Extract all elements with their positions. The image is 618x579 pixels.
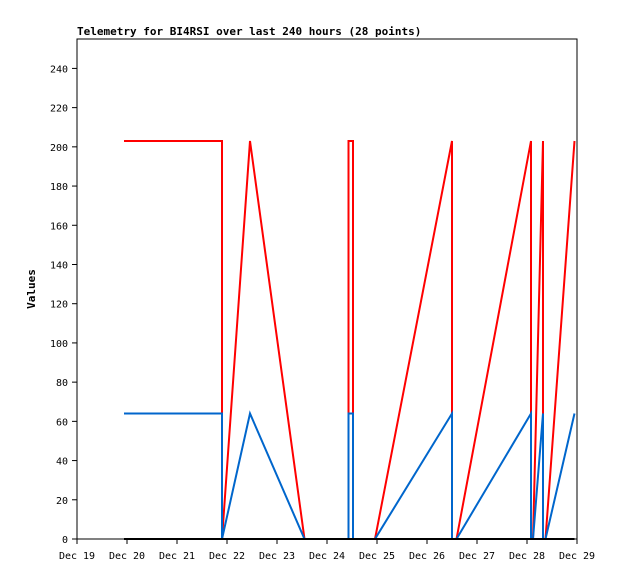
y-tick-label: 0 [62,535,68,546]
x-tick-label: Dec 19 [59,551,95,562]
chart-title: Telemetry for BI4RSI over last 240 hours… [77,25,421,38]
y-tick-label: 40 [56,457,68,468]
y-tick-label: 60 [56,417,68,428]
x-tick-label: Dec 23 [259,551,295,562]
x-tick-label: Dec 27 [459,551,495,562]
y-tick-label: 240 [50,64,68,75]
y-tick-label: 160 [50,221,68,232]
x-tick-label: Dec 25 [359,551,395,562]
x-tick-label: Dec 20 [109,551,145,562]
y-tick-label: 20 [56,496,68,507]
x-tick-label: Dec 24 [309,551,345,562]
y-tick-label: 220 [50,104,68,115]
y-tick-label: 180 [50,182,68,193]
x-tick-label: Dec 26 [409,551,445,562]
y-axis-label: Values [25,269,38,309]
x-tick-label: Dec 29 [559,551,595,562]
y-tick-label: 200 [50,143,68,154]
x-tick-label: Dec 22 [209,551,245,562]
y-tick-label: 80 [56,378,68,389]
y-tick-label: 100 [50,339,68,350]
y-tick-label: 140 [50,260,68,271]
x-tick-label: Dec 21 [159,551,195,562]
y-tick-label: 120 [50,300,68,311]
y-axis: 0 20 40 60 80 100 120 140 160 180 200 220 240 [50,64,77,546]
x-axis: Dec 19 Dec 20 Dec 21 Dec 22 Dec 23 Dec 24 Dec … [59,539,595,562]
x-tick-label: Dec 28 [509,551,545,562]
